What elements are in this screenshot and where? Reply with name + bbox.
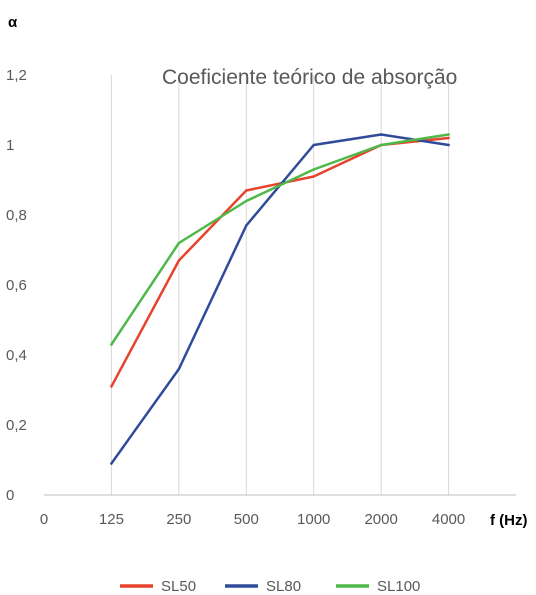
x-tick-label: 250: [166, 511, 191, 528]
x-tick-label: 0: [40, 511, 48, 528]
legend-label: SL80: [266, 578, 301, 595]
x-tick-label: 500: [234, 511, 259, 528]
y-tick-label: 1,2: [6, 67, 27, 84]
y-tick-labels: 0 0,2 0,4 0,6 0,8 1 1,2: [6, 67, 27, 504]
chart-title: Coeficiente teórico de absorção: [162, 66, 457, 89]
data-point-sl80: [245, 224, 248, 227]
x-axis-label: f (Hz): [490, 512, 528, 529]
series-line-sl80: [110, 133, 450, 465]
data-point-sl50: [245, 189, 248, 192]
data-point-sl100: [245, 199, 248, 203]
y-tick-label: 0,8: [6, 207, 27, 224]
data-point-sl100: [447, 133, 450, 136]
legend: SL50 SL80 SL100: [120, 578, 420, 595]
y-axis-label: α: [8, 14, 18, 31]
data-point-sl80: [312, 143, 315, 147]
data-point-sl50: [177, 259, 181, 262]
data-point-sl50: [447, 136, 450, 140]
x-tick-label: 4000: [432, 511, 465, 528]
series-lines: [110, 133, 450, 465]
x-tick-labels: 0 125 250 500 1000 2000 4000: [40, 511, 465, 528]
data-point-sl100: [110, 343, 113, 346]
legend-label: SL50: [161, 578, 196, 595]
y-tick-label: 1: [6, 137, 14, 154]
x-tick-label: 1000: [297, 511, 330, 528]
x-tick-label: 125: [99, 511, 124, 528]
data-point-sl50: [312, 175, 315, 178]
y-tick-label: 0,2: [6, 417, 27, 434]
series-line-sl100: [110, 133, 450, 346]
data-point-sl80: [110, 462, 113, 465]
series-line-sl50: [110, 136, 450, 388]
y-tick-label: 0,4: [6, 347, 27, 364]
data-point-sl100: [177, 241, 181, 245]
data-point-sl80: [447, 143, 450, 147]
data-point-sl100: [312, 168, 315, 171]
x-tick-label: 2000: [364, 511, 397, 528]
data-point-sl80: [379, 133, 383, 136]
y-tick-label: 0: [6, 487, 14, 504]
data-point-sl50: [110, 385, 113, 388]
data-point-sl80: [177, 367, 181, 371]
legend-label: SL100: [377, 578, 420, 595]
y-tick-label: 0,6: [6, 277, 27, 294]
data-point-sl100: [379, 143, 383, 147]
